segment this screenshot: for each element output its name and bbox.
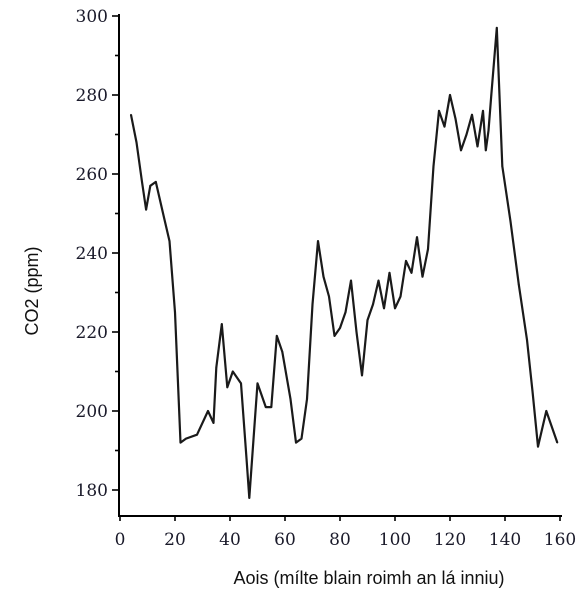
x-tick-label: 80	[329, 530, 351, 550]
data-point	[322, 275, 325, 278]
data-point	[509, 220, 512, 223]
co2-series-line	[129, 26, 559, 499]
data-point	[344, 311, 347, 314]
data-point	[248, 497, 251, 499]
data-point	[130, 113, 132, 116]
data-point	[311, 303, 314, 306]
data-point	[405, 260, 407, 262]
data-point	[545, 410, 548, 412]
series-layer	[129, 26, 559, 499]
data-point	[240, 382, 242, 385]
data-point	[537, 445, 539, 448]
data-point	[231, 370, 234, 373]
data-point	[264, 406, 267, 408]
data-point	[526, 339, 528, 341]
data-point	[196, 433, 198, 436]
data-point	[145, 208, 148, 211]
data-point	[454, 117, 457, 120]
data-point	[226, 386, 229, 389]
data-point	[517, 283, 520, 286]
data-point	[427, 248, 429, 251]
data-point	[306, 398, 308, 400]
y-axis-ticks: 180 200 220 240 260 280 300	[76, 7, 119, 501]
data-point	[449, 94, 451, 96]
data-point	[432, 165, 435, 168]
data-point	[220, 323, 223, 325]
data-point	[421, 275, 424, 278]
data-point	[495, 27, 498, 29]
y-tick-label: 240	[76, 244, 108, 264]
data-point	[212, 422, 215, 424]
data-point	[490, 94, 493, 96]
data-point	[443, 125, 446, 128]
data-point	[317, 240, 319, 243]
data-point	[465, 133, 468, 136]
data-point	[361, 374, 363, 377]
data-point	[383, 307, 385, 310]
data-point	[350, 279, 352, 282]
data-point	[333, 335, 336, 337]
data-point	[149, 184, 152, 187]
data-point	[438, 109, 440, 112]
x-tick-label: 100	[379, 530, 411, 550]
data-point	[215, 366, 218, 369]
data-point	[487, 129, 490, 132]
x-tick-label: 0	[115, 530, 126, 550]
x-tick-label: 120	[434, 530, 466, 550]
data-point	[141, 181, 143, 183]
data-point	[174, 311, 176, 314]
x-axis-title: Aois (mílte blain roimh an lá inniu)	[233, 568, 504, 588]
x-tick-label: 40	[219, 530, 241, 550]
y-tick-label: 220	[76, 323, 108, 343]
data-point	[328, 295, 330, 298]
data-point	[366, 319, 369, 321]
data-point	[377, 279, 380, 282]
data-point	[372, 303, 374, 306]
data-point	[531, 390, 534, 393]
data-point	[295, 441, 297, 444]
y-tick-label: 200	[76, 402, 108, 422]
x-tick-label: 20	[164, 530, 186, 550]
x-tick-label: 60	[274, 530, 296, 550]
y-axis-title: CO2 (ppm)	[22, 246, 42, 335]
data-point	[339, 327, 341, 329]
data-point	[135, 141, 138, 144]
data-point	[476, 145, 479, 148]
data-point	[355, 331, 358, 333]
data-point	[556, 441, 559, 444]
data-point	[154, 181, 157, 183]
data-point	[289, 398, 292, 400]
data-point	[185, 437, 187, 440]
data-point	[484, 149, 487, 152]
data-point	[168, 240, 171, 243]
data-point	[410, 271, 413, 274]
y-tick-label: 260	[76, 165, 108, 185]
y-tick-label: 180	[76, 481, 108, 501]
data-point	[275, 335, 278, 337]
data-point	[245, 457, 248, 460]
y-tick-label: 300	[76, 7, 108, 27]
y-tick-label: 280	[76, 86, 108, 106]
data-point	[256, 382, 259, 385]
x-axis-ticks: 0 20 40 60 80 100 120 140 160	[115, 516, 576, 550]
x-tick-label: 160	[544, 530, 576, 550]
data-point	[300, 437, 303, 440]
data-point	[501, 165, 504, 168]
data-point	[270, 406, 273, 408]
x-tick-label: 140	[489, 530, 521, 550]
data-point	[482, 109, 484, 112]
data-point	[471, 113, 473, 116]
data-point	[281, 350, 284, 353]
data-point	[163, 216, 165, 219]
data-point	[416, 236, 418, 239]
data-point	[399, 295, 402, 298]
data-point	[460, 149, 462, 152]
data-point	[207, 410, 209, 412]
data-point	[179, 441, 182, 444]
data-point	[394, 307, 396, 310]
data-point	[388, 271, 391, 274]
